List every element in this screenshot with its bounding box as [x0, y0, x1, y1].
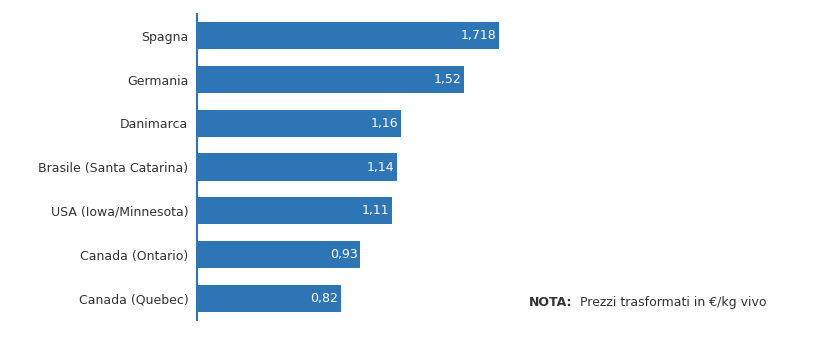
Text: 1,11: 1,11	[361, 204, 389, 217]
Text: 1,52: 1,52	[433, 73, 460, 86]
Bar	[197, 66, 464, 93]
Text: 1,718: 1,718	[459, 29, 495, 42]
Bar	[197, 110, 400, 137]
Text: 0,82: 0,82	[310, 292, 337, 305]
Bar	[197, 285, 341, 312]
Bar	[197, 241, 360, 268]
Text: 0,93: 0,93	[329, 248, 357, 261]
Text: Prezzi trasformati in €/kg vivo: Prezzi trasformati in €/kg vivo	[576, 296, 766, 309]
Bar	[197, 22, 498, 49]
Text: 1,16: 1,16	[370, 117, 397, 130]
Bar	[197, 153, 396, 181]
Text: 1,14: 1,14	[366, 160, 394, 174]
Bar	[197, 197, 391, 224]
Text: NOTA:: NOTA:	[528, 296, 572, 309]
